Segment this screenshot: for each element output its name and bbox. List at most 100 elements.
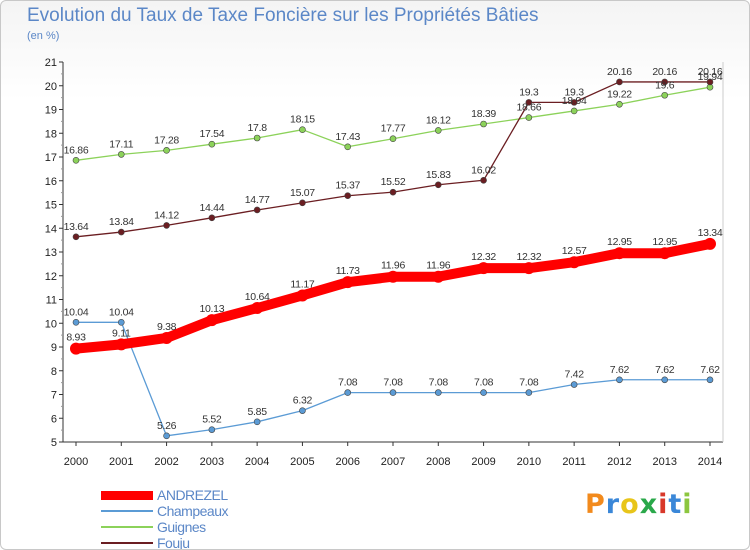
y-tick-label: 16 bbox=[45, 176, 57, 188]
y-tick-label: 5 bbox=[51, 437, 57, 449]
data-point-fouju bbox=[72, 233, 80, 241]
data-label-fouju: 15.52 bbox=[381, 176, 406, 188]
data-point-guignes bbox=[344, 143, 352, 151]
data-labels-layer: 10.04 10.04 5.26 5.52 5.85 6.32 7.08 7.08 7.08 7.… bbox=[64, 66, 724, 432]
data-point-champeaux bbox=[616, 376, 623, 384]
data-point-andrezel bbox=[70, 342, 82, 355]
y-tick-label: 18 bbox=[45, 128, 57, 140]
chart-title: Evolution du Taux de Taxe Foncière sur l… bbox=[27, 5, 539, 26]
x-tick-label: 2008 bbox=[426, 456, 450, 468]
data-point-andrezel bbox=[160, 331, 173, 344]
x-tick-label: 2004 bbox=[245, 456, 269, 468]
data-point-champeaux bbox=[661, 376, 669, 384]
data-point-champeaux bbox=[117, 318, 125, 326]
data-point-guignes bbox=[72, 157, 80, 164]
data-point-guignes bbox=[616, 100, 623, 108]
series-layer bbox=[70, 78, 716, 440]
data-label-champeaux: 6.32 bbox=[293, 395, 313, 407]
data-point-guignes bbox=[208, 140, 216, 148]
data-point-fouju bbox=[525, 99, 533, 106]
data-label-champeaux: 7.08 bbox=[474, 377, 494, 389]
data-label-champeaux: 7.08 bbox=[383, 377, 403, 389]
data-point-guignes bbox=[434, 127, 442, 134]
data-point-fouju bbox=[616, 78, 623, 86]
data-point-andrezel bbox=[387, 270, 399, 283]
data-label-fouju: 15.37 bbox=[335, 180, 360, 192]
x-tick-label: 2001 bbox=[109, 456, 133, 468]
data-label-andrezel: 9.38 bbox=[157, 321, 177, 333]
legend-swatch bbox=[101, 510, 153, 512]
proxiti-logo: Proxiti bbox=[585, 489, 693, 520]
data-label-champeaux: 10.04 bbox=[64, 306, 89, 318]
logo-letter: i bbox=[658, 489, 669, 520]
logo-letter: P bbox=[585, 489, 606, 520]
data-label-guignes: 18.66 bbox=[516, 102, 541, 114]
data-point-fouju bbox=[480, 176, 487, 184]
data-point-guignes bbox=[661, 91, 669, 99]
data-point-guignes bbox=[480, 120, 487, 128]
data-point-champeaux bbox=[706, 376, 714, 384]
y-tick-label: 14 bbox=[45, 223, 57, 235]
x-tick-label: 2010 bbox=[517, 456, 541, 468]
data-label-andrezel: 12.95 bbox=[652, 236, 677, 248]
data-point-andrezel bbox=[205, 314, 218, 327]
data-label-andrezel: 10.13 bbox=[199, 303, 224, 315]
data-point-fouju bbox=[117, 228, 125, 236]
data-label-guignes: 17.8 bbox=[248, 122, 268, 134]
data-point-champeaux bbox=[72, 318, 80, 326]
logo-letter: t bbox=[668, 489, 683, 520]
data-point-fouju bbox=[706, 78, 714, 86]
data-label-andrezel: 11.96 bbox=[381, 260, 405, 272]
legend-swatch bbox=[101, 490, 153, 500]
data-label-guignes: 18.12 bbox=[426, 114, 451, 126]
data-label-guignes: 18.39 bbox=[471, 108, 496, 120]
data-label-fouju: 14.77 bbox=[245, 194, 270, 206]
data-label-andrezel: 12.32 bbox=[471, 251, 496, 263]
data-label-champeaux: 7.08 bbox=[519, 377, 539, 389]
data-point-guignes bbox=[253, 134, 261, 142]
x-tick-label: 2012 bbox=[607, 456, 631, 468]
data-label-champeaux: 7.42 bbox=[565, 369, 585, 381]
data-point-andrezel bbox=[522, 262, 535, 275]
data-label-andrezel: 10.64 bbox=[245, 291, 270, 303]
y-tick-label: 10 bbox=[45, 318, 57, 330]
data-point-champeaux bbox=[208, 426, 216, 433]
y-tick-label: 17 bbox=[45, 152, 57, 164]
y-tick-label: 21 bbox=[45, 57, 57, 69]
data-label-fouju: 13.84 bbox=[109, 216, 134, 228]
data-label-champeaux: 7.62 bbox=[655, 364, 675, 376]
data-label-andrezel: 8.93 bbox=[66, 332, 86, 344]
data-label-champeaux: 7.08 bbox=[338, 377, 358, 389]
x-tick-label: 2007 bbox=[381, 456, 405, 468]
data-label-champeaux: 7.62 bbox=[700, 364, 720, 376]
data-label-champeaux: 10.04 bbox=[109, 306, 134, 318]
data-point-champeaux bbox=[253, 418, 261, 426]
data-label-guignes: 18.15 bbox=[290, 114, 315, 126]
data-point-andrezel bbox=[613, 247, 626, 260]
data-point-fouju bbox=[253, 206, 261, 214]
data-label-andrezel: 12.57 bbox=[562, 245, 587, 257]
data-point-andrezel bbox=[341, 276, 354, 289]
data-label-fouju: 14.44 bbox=[199, 202, 224, 214]
data-label-fouju: 15.83 bbox=[426, 169, 451, 181]
x-tick-label: 2013 bbox=[652, 456, 676, 468]
data-label-andrezel: 11.73 bbox=[336, 265, 360, 277]
data-point-andrezel bbox=[432, 270, 445, 283]
logo-letter: x bbox=[639, 489, 659, 520]
data-point-fouju bbox=[389, 188, 397, 196]
y-tick-label: 20 bbox=[45, 81, 57, 93]
data-point-andrezel bbox=[568, 256, 581, 269]
y-tick-label: 13 bbox=[45, 247, 57, 259]
data-label-guignes: 19.6 bbox=[655, 79, 675, 91]
data-point-champeaux bbox=[389, 389, 397, 396]
data-point-champeaux bbox=[299, 407, 306, 414]
data-label-champeaux: 5.85 bbox=[248, 406, 268, 418]
data-point-fouju bbox=[163, 222, 170, 229]
data-label-guignes: 17.28 bbox=[154, 134, 179, 146]
legend-swatch bbox=[101, 542, 153, 544]
data-point-fouju bbox=[434, 181, 442, 189]
y-tick-label: 9 bbox=[51, 342, 57, 354]
data-label-guignes: 18.94 bbox=[562, 95, 587, 107]
